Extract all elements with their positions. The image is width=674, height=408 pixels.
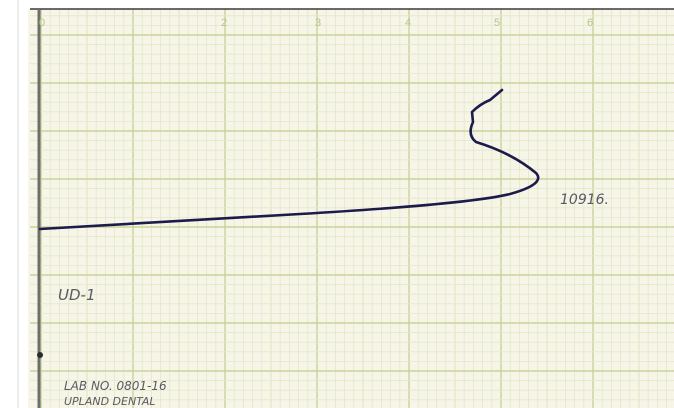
top-tick-label: 4 (405, 17, 411, 29)
top-tick-label: 2 (221, 17, 227, 29)
company-name: UPLAND DENTAL (64, 395, 156, 408)
sample-id: UD-1 (58, 286, 96, 304)
lab-number: LAB NO. 0801-16 (64, 379, 167, 393)
top-tick-label: 5 (494, 17, 500, 29)
pen-dot (37, 352, 43, 358)
graph-paper (28, 9, 674, 408)
top-tick-label: 0 (39, 17, 45, 29)
top-tick-label: 3 (315, 17, 321, 29)
weight-annotation: 10916. (560, 192, 609, 208)
graph-sheet-scan: 0 2 3 4 5 6 10916. UD-1 LAB NO. 0801-16 UPLAN… (0, 0, 674, 408)
top-tick-label: 6 (587, 17, 593, 29)
